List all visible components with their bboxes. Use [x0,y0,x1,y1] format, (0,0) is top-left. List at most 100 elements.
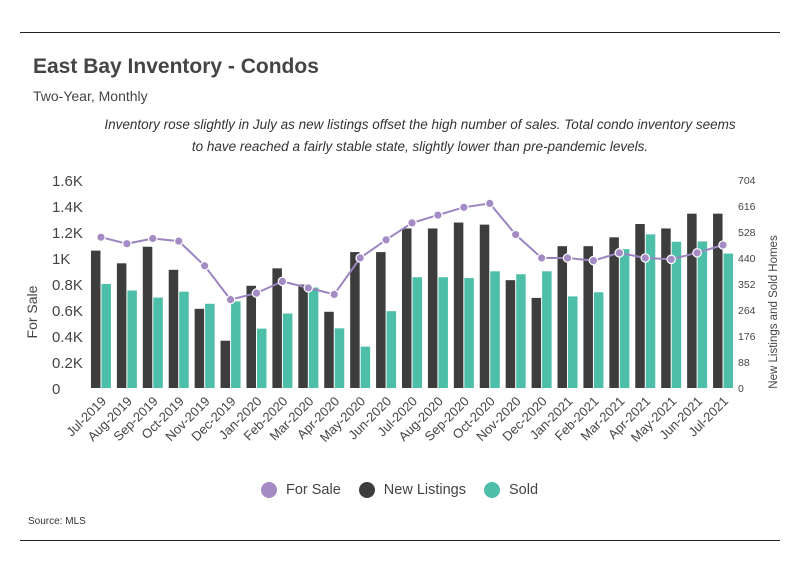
bar-sold [412,277,422,388]
line-for-sale [100,202,724,301]
legend-item-new-listings[interactable]: New Listings [358,482,466,498]
bar-sold [619,249,630,388]
right-tick-label: 88 [738,357,750,369]
source-note: Source: MLS [28,516,86,527]
bar-new-listings [246,285,256,388]
point-for-sale [329,289,340,300]
legend-swatch-new-listings [358,482,375,498]
point-for-sale [355,253,365,263]
chart-title: East Bay Inventory - Condos [33,55,319,78]
point-for-sale [96,232,106,242]
point-for-sale [199,260,210,271]
bar-sold [386,311,397,388]
bar-new-listings [687,213,697,388]
legend-item-sold[interactable]: Sold [483,482,539,498]
point-for-sale [173,236,184,246]
point-for-sale [640,253,651,263]
right-tick-label: 0 [738,383,744,395]
bar-new-listings [194,308,205,388]
point-for-sale [225,294,236,305]
bar-sold [256,328,267,388]
bar-sold [697,241,708,388]
bar-sold [723,253,734,388]
bar-new-listings [505,280,516,388]
point-for-sale [122,238,132,249]
bar-new-listings [402,228,412,388]
bar-sold [593,292,604,388]
bar-sold [101,284,111,388]
bar-sold [671,241,682,388]
bar-new-listings [635,224,645,388]
bar-sold [179,291,189,388]
bar-new-listings [142,246,153,388]
left-tick-label: 1.6K [52,173,83,190]
bar-sold [645,234,656,388]
point-for-sale [484,198,495,209]
bar-sold [516,274,526,388]
bar-new-listings [609,237,619,388]
bar-new-listings [453,222,464,388]
legend-item-for-sale[interactable]: For Sale [260,482,341,498]
right-tick-label: 704 [738,175,756,187]
left-tick-label: 1K [52,251,70,268]
left-axis-title: For Sale [24,285,40,338]
point-for-sale [407,218,417,228]
right-tick-label: 352 [738,279,756,291]
bar-new-listings [713,213,723,388]
bar-new-listings [479,224,490,388]
point-for-sale [303,283,314,293]
legend-label-sold: Sold [508,482,539,498]
bottom-rule [20,540,780,541]
bar-new-listings [272,268,282,388]
right-tick-label: 176 [738,331,756,343]
point-for-sale [718,240,728,250]
point-for-sale [381,235,391,245]
chart-subtitle: Two-Year, Monthly [33,88,148,104]
bar-sold [334,328,345,388]
legend-swatch-for-sale [260,482,277,498]
bar-sold [205,303,215,388]
bar-new-listings [220,340,231,388]
legend-swatch-sold [483,482,500,498]
right-tick-label: 264 [738,305,756,317]
bar-new-listings [583,246,593,388]
point-for-sale [459,202,469,213]
bar-new-listings [557,246,568,388]
bar-new-listings [427,228,438,388]
left-tick-label: 0.6K [52,303,83,320]
chart-annotation: Inventory rose slightly in July as new l… [104,117,736,154]
bar-sold [542,271,552,388]
bar-new-listings [531,297,542,388]
point-for-sale [277,276,288,287]
point-for-sale [251,288,262,298]
left-tick-label: 0.8K [52,277,83,294]
bar-new-listings [350,252,360,388]
bar-sold [231,301,241,388]
right-tick-label: 528 [738,227,756,239]
point-for-sale [433,210,443,220]
bar-new-listings [168,269,179,388]
right-tick-label: 616 [738,201,756,213]
point-for-sale [562,253,573,263]
point-for-sale [148,233,158,244]
bar-new-listings [90,250,101,388]
bar-sold [153,297,163,388]
chart-plot: 0 0.2K 0.4K 0.6K 0.8K 1K 1.2K 1.4K 1.6K 0 88 176 264… [24,173,780,445]
point-for-sale [692,248,702,258]
left-tick-label: 0.4K [52,329,83,346]
top-rule [20,32,780,33]
bar-new-listings [376,252,386,388]
bar-new-listings [298,284,308,388]
legend-label-for-sale: For Sale [285,482,341,498]
bar-new-listings [324,311,334,388]
bar-sold [360,346,371,388]
bar-new-listings [661,228,671,388]
legend-label-new-listings: New Listings [383,482,466,498]
bar-sold [282,313,293,388]
point-for-sale [536,253,547,263]
left-tick-label: 1.4K [52,199,83,216]
chart-legend: For Sale New Listings Sold [0,482,799,498]
point-for-sale [614,248,625,258]
left-tick-label: 0.2K [52,355,83,372]
bar-sold [568,296,578,388]
